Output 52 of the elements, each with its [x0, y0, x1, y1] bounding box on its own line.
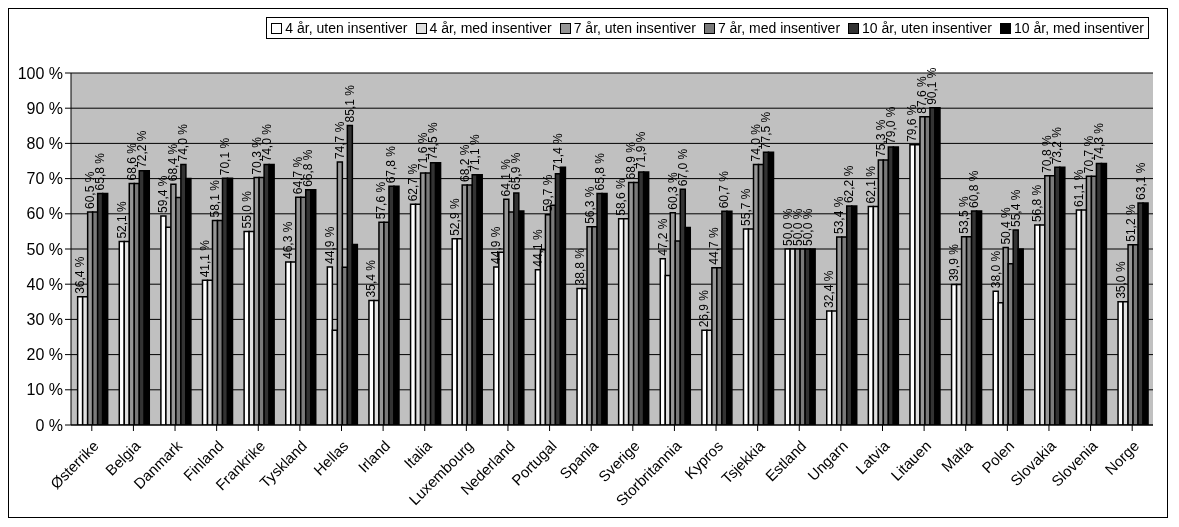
data-label: 70,1 % [218, 137, 232, 176]
legend-label: 4 år, uten insentiver [284, 20, 408, 36]
y-tick-label: 50 % [26, 240, 63, 258]
data-label: 39,9 % [947, 243, 962, 282]
data-label: 47,2 % [655, 218, 670, 256]
y-tick-label: 40 % [26, 275, 63, 293]
legend-label: 10 år, med insentiver [1013, 20, 1144, 36]
data-label: 35,0 % [1113, 261, 1128, 299]
data-label: 55,0 % [239, 190, 254, 229]
data-label: 36,4 % [73, 256, 88, 294]
data-label: 51,2 % [1123, 204, 1138, 242]
y-tick-label: 20 % [26, 346, 63, 364]
data-label: 52,9 % [447, 198, 462, 236]
y-tick-label: 100 % [17, 64, 63, 82]
data-label: 58,1 % [208, 179, 222, 218]
data-label: 60,7 % [717, 170, 732, 209]
data-label: 35,4 % [364, 259, 379, 298]
data-label: 41,1 % [198, 239, 212, 278]
data-label: 52,1 % [114, 200, 129, 239]
y-tick-label: 90 % [26, 99, 63, 117]
data-label: 44,9 % [322, 226, 337, 264]
data-label: 61,1 % [1071, 169, 1086, 207]
y-tick-label: 60 % [26, 205, 63, 223]
data-label: 44,9 % [489, 226, 504, 264]
y-tick-label: 0 % [35, 416, 63, 434]
data-label: 32,4 % [822, 270, 837, 308]
legend-label: 7 år, uten insentiver [572, 20, 696, 36]
data-label: 58,6 % [614, 178, 629, 216]
data-label: 38,0 % [988, 250, 1003, 289]
data-label: 46,3 % [281, 221, 296, 260]
data-label: 62,1 % [863, 165, 878, 204]
legend-label: 4 år, med insentiver [428, 20, 552, 36]
data-label: 67,8 % [384, 145, 399, 184]
y-tick-label: 30 % [26, 311, 63, 329]
data-label: 85,1 % [342, 84, 357, 123]
data-label: 55,7 % [739, 188, 753, 226]
legend-label: 7 år, med insentiver [716, 20, 841, 36]
data-label: 71,4 % [550, 132, 565, 171]
legend-label: 10 år, uten insentiver [861, 20, 993, 36]
y-tick-label: 80 % [26, 135, 63, 153]
data-label: 74,7 % [332, 121, 347, 160]
data-label: 38,8 % [572, 247, 587, 286]
y-tick-label: 10 % [26, 381, 63, 399]
data-label: 62,2 % [842, 165, 857, 204]
data-label: 26,9 % [697, 289, 712, 328]
data-label: 44,1 % [530, 229, 545, 267]
data-label: 44,7 % [707, 226, 722, 265]
y-tick-label: 70 % [26, 170, 63, 188]
data-label: 60,8 % [967, 170, 982, 208]
data-label: 59,7 % [540, 174, 555, 212]
data-label: 56,8 % [1030, 184, 1045, 223]
data-label: 63,1 % [1133, 162, 1148, 200]
